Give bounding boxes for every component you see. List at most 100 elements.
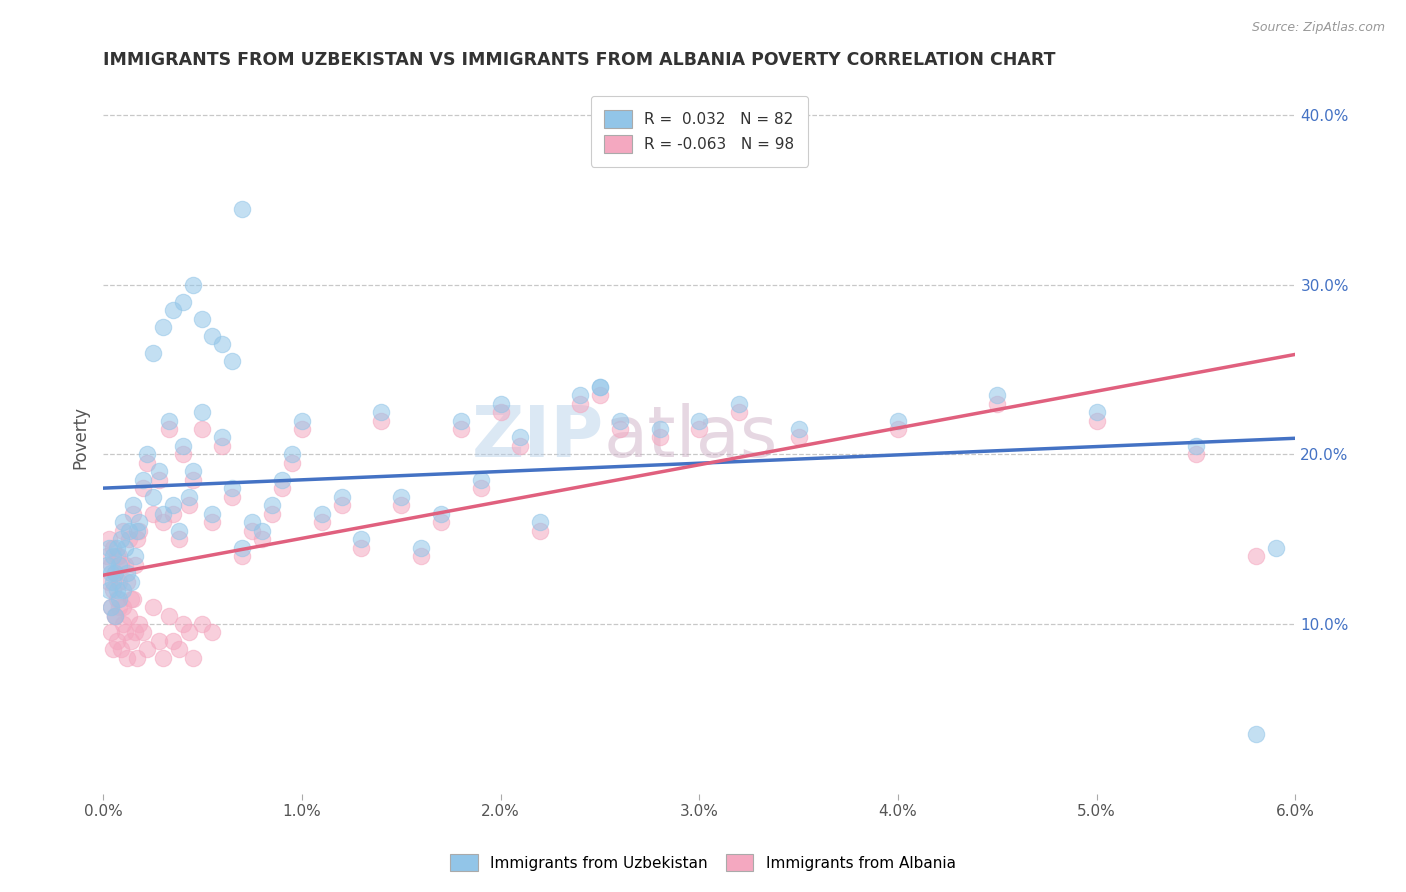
Point (115, 574, 138, 589)
Point (201, 328, 224, 343)
Point (152, 651, 174, 665)
Point (1244, 549, 1267, 564)
Point (430, 507, 453, 521)
Point (1085, 413, 1108, 427)
Point (1264, 541, 1286, 555)
Point (157, 608, 180, 623)
Point (162, 303, 184, 318)
Legend: R =  0.032   N = 82, R = -0.063   N = 98: R = 0.032 N = 82, R = -0.063 N = 98 (591, 96, 808, 167)
Point (389, 490, 412, 504)
Point (157, 413, 180, 427)
Point (108, 558, 131, 572)
Legend: Immigrants from Uzbekistan, Immigrants from Albania: Immigrants from Uzbekistan, Immigrants f… (444, 848, 962, 877)
Point (250, 524, 273, 538)
Point (135, 456, 157, 470)
Point (191, 422, 214, 436)
Point (101, 549, 124, 564)
Point (271, 481, 294, 495)
Point (100, 600, 122, 615)
Point (181, 464, 204, 478)
Point (105, 591, 128, 606)
Point (125, 524, 148, 538)
Point (470, 481, 492, 495)
Point (128, 617, 150, 632)
Point (211, 430, 233, 444)
Point (728, 396, 751, 410)
Point (986, 388, 1008, 402)
Point (132, 625, 155, 640)
Point (118, 524, 141, 538)
Point (509, 430, 531, 444)
Point (291, 422, 314, 436)
Point (111, 583, 134, 598)
Point (201, 507, 224, 521)
Point (430, 516, 453, 530)
Point (162, 507, 184, 521)
Point (98, 574, 121, 589)
Point (124, 558, 146, 572)
Point (409, 549, 432, 564)
Point (370, 413, 392, 427)
Point (120, 591, 142, 606)
Point (167, 642, 190, 657)
Text: Source: ZipAtlas.com: Source: ZipAtlas.com (1251, 21, 1385, 34)
Point (609, 422, 631, 436)
Point (124, 549, 146, 564)
Point (101, 583, 124, 598)
Point (470, 473, 492, 487)
Point (221, 490, 243, 504)
Point (98, 541, 121, 555)
Point (100, 558, 122, 572)
Point (181, 277, 204, 292)
Point (105, 583, 128, 598)
Point (191, 405, 214, 419)
Point (110, 642, 132, 657)
Point (110, 558, 132, 572)
Point (489, 405, 512, 419)
Point (1185, 439, 1208, 453)
Point (152, 320, 174, 334)
Point (728, 405, 751, 419)
Point (589, 379, 612, 393)
Point (162, 498, 184, 512)
Point (115, 651, 138, 665)
Point (148, 634, 170, 648)
Point (162, 634, 184, 648)
Point (105, 634, 128, 648)
Point (104, 608, 127, 623)
Point (101, 541, 124, 555)
Point (132, 473, 155, 487)
Point (177, 625, 200, 640)
Point (122, 591, 145, 606)
Point (135, 642, 157, 657)
Point (240, 516, 263, 530)
Point (125, 651, 148, 665)
Point (172, 617, 194, 632)
Point (135, 447, 157, 461)
Point (489, 396, 512, 410)
Point (260, 507, 283, 521)
Point (172, 439, 194, 453)
Point (114, 558, 136, 572)
Point (100, 600, 122, 615)
Point (260, 498, 283, 512)
Point (350, 533, 373, 547)
Point (221, 481, 243, 495)
Point (211, 337, 233, 351)
Point (105, 549, 128, 564)
Point (167, 533, 190, 547)
Point (240, 524, 263, 538)
Point (688, 422, 710, 436)
Point (120, 574, 142, 589)
Point (330, 490, 353, 504)
Point (132, 481, 155, 495)
Point (887, 413, 910, 427)
Point (211, 439, 233, 453)
Point (231, 202, 253, 216)
Point (529, 516, 551, 530)
Point (201, 516, 224, 530)
Point (191, 311, 214, 326)
Point (122, 507, 145, 521)
Point (181, 473, 204, 487)
Point (250, 533, 273, 547)
